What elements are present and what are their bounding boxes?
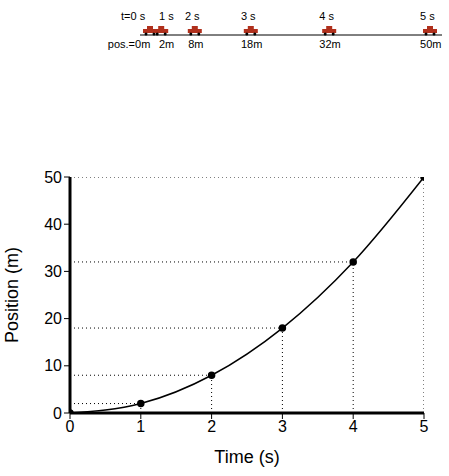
svg-text:30: 30 [44,263,62,280]
svg-text:8m: 8m [188,38,203,50]
svg-text:5 s: 5 s [420,10,435,22]
svg-text:18m: 18m [241,38,262,50]
svg-text:1 s: 1 s [159,10,174,22]
svg-text:1: 1 [136,418,145,435]
svg-text:Position (m): Position (m) [2,247,22,343]
svg-text:2m: 2m [159,38,174,50]
svg-text:3 s: 3 s [241,10,256,22]
svg-text:2: 2 [207,418,216,435]
svg-text:5: 5 [420,418,429,435]
svg-text:3: 3 [278,418,287,435]
svg-text:40: 40 [44,216,62,233]
svg-text:4: 4 [349,418,358,435]
svg-text:Time (s): Time (s) [214,447,279,467]
svg-text:4 s: 4 s [319,10,334,22]
svg-text:0: 0 [53,405,62,422]
svg-text:10: 10 [44,357,62,374]
svg-text:0: 0 [66,418,75,435]
svg-text:50: 50 [44,169,62,186]
svg-text:32m: 32m [319,38,340,50]
svg-text:t=0 s: t=0 s [121,10,146,22]
svg-text:20: 20 [44,310,62,327]
svg-text:pos.=0m: pos.=0m [108,38,151,50]
svg-text:2 s: 2 s [185,10,200,22]
svg-text:50m: 50m [420,38,441,50]
